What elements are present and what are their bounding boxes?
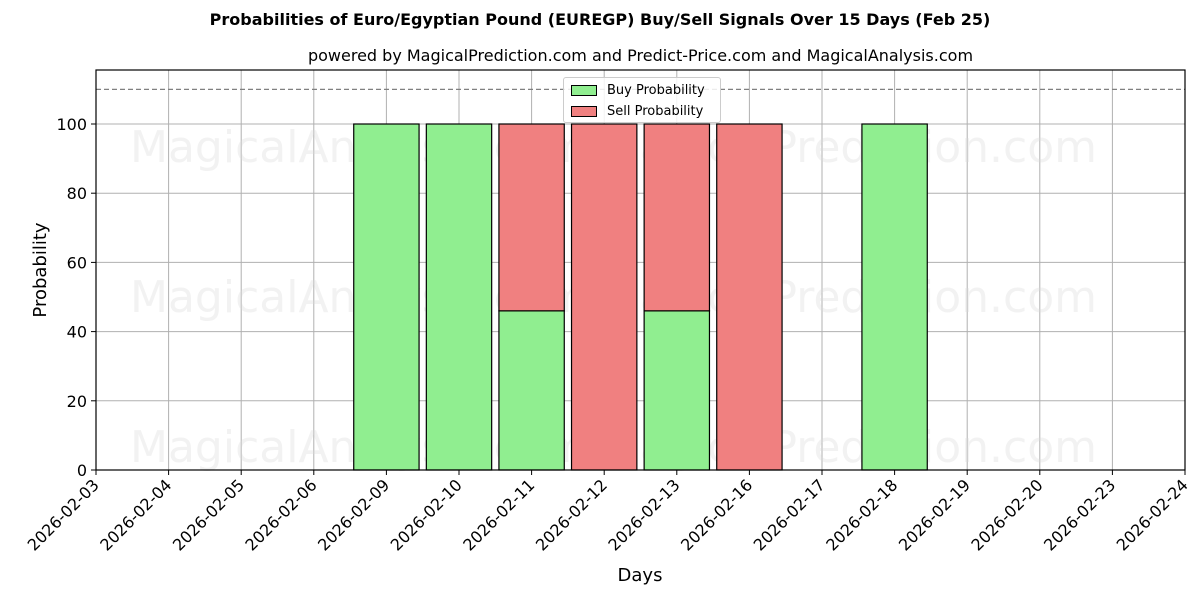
plot-frame — [95, 69, 1186, 471]
y-axis: 0 20 40 60 80 100 — [56, 115, 96, 480]
sell-bar — [498, 123, 565, 312]
x-axis: 2026-02-032026-02-042026-02-052026-02-06… — [24, 470, 1192, 555]
bars — [353, 123, 928, 471]
chart-title: Probabilities of Euro/Egyptian Pound (EU… — [209, 10, 991, 29]
x-tick-label: 2026-02-20 — [967, 475, 1046, 554]
legend: Buy Probability Sell Probability — [563, 77, 721, 123]
sell-bar — [643, 123, 711, 312]
buy-bar — [498, 310, 565, 471]
x-tick-label: 2026-02-05 — [169, 475, 248, 554]
x-tick-label: 2026-02-17 — [750, 475, 829, 554]
y-tick-label: 100 — [56, 115, 87, 134]
y-tick-label: 0 — [77, 461, 87, 480]
sell-bar — [716, 123, 783, 471]
x-tick-label: 2026-02-13 — [604, 475, 683, 554]
x-tick-label: 2026-02-19 — [895, 475, 974, 554]
x-tick-label: 2026-02-16 — [677, 475, 756, 554]
x-tick-label: 2026-02-12 — [532, 475, 611, 554]
x-tick-label: 2026-02-09 — [314, 475, 393, 554]
x-axis-label: Days — [618, 565, 663, 586]
buy-swatch-icon — [571, 84, 597, 96]
x-tick-label: 2026-02-03 — [24, 475, 103, 554]
legend-sell-label: Sell Probability — [607, 103, 704, 119]
y-tick-label: 80 — [67, 184, 87, 203]
legend-item-sell: Sell Probability — [571, 103, 703, 119]
legend-item-buy: Buy Probability — [571, 82, 705, 98]
y-tick-label: 20 — [67, 392, 87, 411]
buy-bar — [643, 310, 711, 471]
x-tick-label: 2026-02-11 — [459, 475, 538, 554]
x-tick-label: 2026-02-23 — [1040, 475, 1119, 554]
sell-swatch-icon — [571, 105, 597, 117]
buy-bar — [861, 123, 928, 471]
x-tick-label: 2026-02-10 — [387, 475, 466, 554]
buy-bar — [425, 123, 493, 471]
chart-subtitle: powered by MagicalPrediction.com and Pre… — [307, 46, 974, 65]
sell-bar — [570, 123, 638, 471]
buy-bar — [353, 123, 420, 471]
x-tick-label: 2026-02-04 — [96, 475, 175, 554]
x-tick-label: 2026-02-24 — [1113, 475, 1192, 554]
y-tick-label: 60 — [67, 253, 87, 272]
y-tick-label: 40 — [67, 323, 87, 342]
legend-buy-label: Buy Probability — [607, 82, 705, 98]
y-axis-label: Probability — [30, 222, 51, 317]
x-tick-label: 2026-02-18 — [822, 475, 901, 554]
x-tick-label: 2026-02-06 — [241, 475, 320, 554]
